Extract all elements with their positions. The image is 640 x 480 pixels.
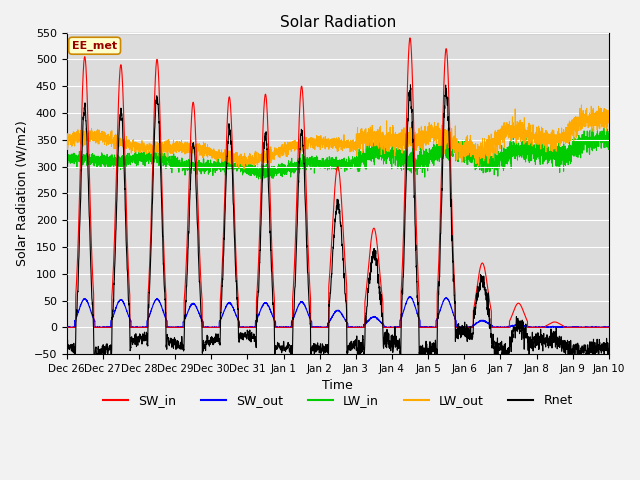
X-axis label: Time: Time	[323, 379, 353, 393]
Text: EE_met: EE_met	[72, 41, 117, 51]
Y-axis label: Solar Radiation (W/m2): Solar Radiation (W/m2)	[15, 120, 28, 266]
Legend: SW_in, SW_out, LW_in, LW_out, Rnet: SW_in, SW_out, LW_in, LW_out, Rnet	[98, 389, 578, 412]
Title: Solar Radiation: Solar Radiation	[280, 15, 396, 30]
